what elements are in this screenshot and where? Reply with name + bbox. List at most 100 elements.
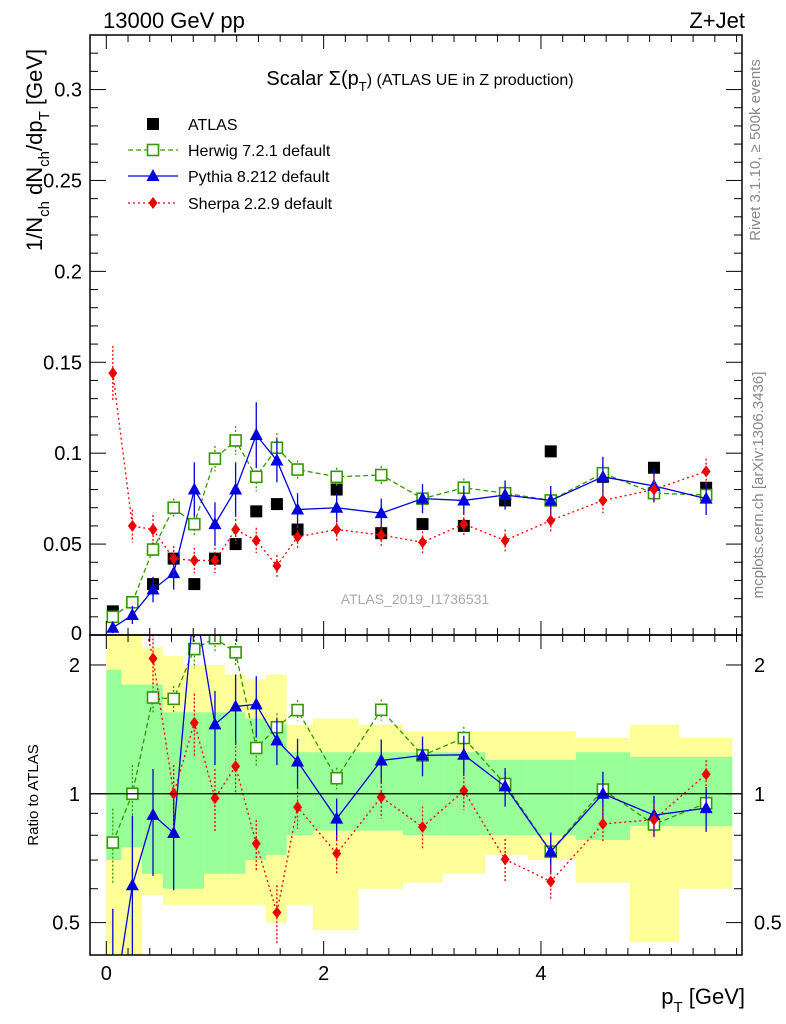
point-atlas: [416, 518, 429, 531]
ratio-point-pythia: [291, 754, 305, 767]
band-inner-bin: [106, 669, 122, 861]
chart-title: Scalar Σ(pT) (ATLAS UE in Z production): [266, 68, 573, 94]
ratio-point-sherpa: [251, 837, 261, 850]
ratio-y-axis-label: Ratio to ATLAS: [25, 744, 42, 845]
ratio-point-pythia: [125, 878, 139, 891]
legend-label-pythia: Pythia 8.212 default: [188, 169, 330, 186]
ratio-point-sherpa: [546, 875, 556, 888]
band-inner-bin: [527, 759, 576, 836]
point-herwig: [106, 610, 120, 624]
point-herwig: [167, 501, 180, 515]
ratio-point-pythia: [330, 811, 344, 824]
x-axis-label-rest: [GeV]: [683, 984, 745, 1009]
ratio-point-sherpa: [148, 652, 158, 665]
ratio-point-sherpa: [598, 817, 608, 830]
point-sherpa: [376, 529, 386, 541]
legend-marker-sherpa: [148, 197, 158, 209]
ratio-point-herwig: [167, 692, 180, 706]
point-pythia: [167, 566, 181, 579]
legend-label-herwig: Herwig 7.2.1 default: [188, 143, 331, 160]
point-sherpa: [108, 367, 118, 380]
ratio-point-sherpa: [189, 716, 199, 729]
ratio-point-sherpa: [231, 760, 241, 773]
point-herwig: [229, 434, 242, 447]
point-pythia: [291, 502, 305, 515]
header-right: Z+Jet: [689, 8, 745, 33]
ratio-point-pythia: [146, 807, 160, 820]
ratio-tick-label-right: 0.5: [754, 913, 782, 935]
band-inner-bin: [224, 712, 246, 874]
point-pythia: [146, 582, 160, 595]
ratio-uncertainty-bands: [106, 635, 733, 955]
y-tick-label: 0.05: [43, 534, 82, 556]
ratio-point-sherpa: [418, 821, 428, 834]
y-tick-label: 0.1: [54, 443, 82, 465]
ratio-point-sherpa: [272, 906, 282, 919]
ratio-point-herwig: [106, 836, 120, 849]
point-herwig: [374, 468, 388, 482]
y-axis-label-part: ch: [36, 201, 53, 217]
axes: [89, 34, 743, 956]
y-axis-label-part: /dp: [22, 120, 47, 151]
tick-labels: 0 2 4 0.05 0.1 0.15 0.2 0.25 0.3 0 0.5 0.5 1 1 2 2: [43, 80, 782, 985]
point-atlas: [330, 483, 343, 496]
ratio-point-sherpa: [210, 792, 220, 805]
ratio-tick-label-right: 1: [754, 784, 765, 806]
ratio-point-pythia: [416, 748, 430, 761]
point-atlas: [544, 445, 557, 458]
point-pythia: [544, 493, 558, 506]
y-tick-label: 0.3: [54, 80, 82, 102]
ratio-point-herwig: [291, 703, 304, 717]
point-atlas: [647, 461, 660, 474]
point-pythia: [187, 482, 201, 495]
ratio-tick-label-right: 2: [754, 655, 765, 677]
point-atlas: [250, 505, 263, 518]
legend: ATLAS Herwig 7.2.1 default Pythia 8.212 de…: [128, 117, 333, 213]
ratio-point-herwig: [249, 741, 263, 755]
point-pythia: [249, 428, 263, 440]
point-sherpa: [169, 552, 179, 565]
point-sherpa: [251, 534, 261, 547]
x-axis-label: pT [GeV]: [661, 984, 745, 1016]
ratio-point-herwig: [188, 642, 201, 656]
series-sherpa-ratio: [146, 635, 711, 945]
ratio-point-pythia: [374, 753, 388, 766]
band-inner-bin: [266, 724, 287, 855]
legend-label-atlas: ATLAS: [188, 117, 238, 134]
point-sherpa: [546, 514, 556, 527]
point-sherpa: [231, 523, 241, 536]
ratio-point-pythia: [270, 733, 284, 746]
ratio-point-herwig: [146, 691, 160, 704]
ratio-tick-label: 2: [69, 655, 80, 677]
point-sherpa: [148, 523, 158, 536]
point-herwig: [188, 517, 201, 531]
x-axis-label-main: p: [661, 984, 673, 1009]
ratio-point-pythia: [498, 779, 512, 792]
ratio-point-pythia: [699, 801, 713, 814]
point-herwig: [146, 543, 160, 556]
header-left: 13000 GeV pp: [103, 8, 245, 33]
ratio-tick-label: 0.5: [52, 913, 80, 935]
point-sherpa: [418, 536, 428, 549]
chart-title-sub: T: [359, 79, 367, 94]
point-sherpa: [500, 534, 510, 547]
ratio-point-sherpa: [332, 847, 342, 860]
point-pythia: [374, 506, 388, 519]
point-sherpa: [127, 519, 137, 532]
point-pythia: [106, 620, 120, 633]
band-inner-bin: [485, 759, 528, 836]
x-tick-label: 2: [318, 963, 329, 985]
y-axis-label-part: T: [36, 111, 53, 120]
y-axis-label-part: ch: [36, 151, 53, 167]
y-axis-label-part: dN: [22, 167, 47, 201]
x-axis-label-sub: T: [673, 999, 682, 1016]
y-tick-label: 0.25: [43, 170, 82, 192]
legend-marker-atlas: [147, 118, 159, 130]
ratio-point-herwig: [374, 703, 388, 717]
point-pythia: [416, 491, 430, 504]
watermark: ATLAS_2019_I1736531: [341, 591, 490, 607]
point-pythia: [699, 491, 713, 504]
point-sherpa: [598, 494, 608, 507]
point-herwig: [208, 452, 222, 465]
